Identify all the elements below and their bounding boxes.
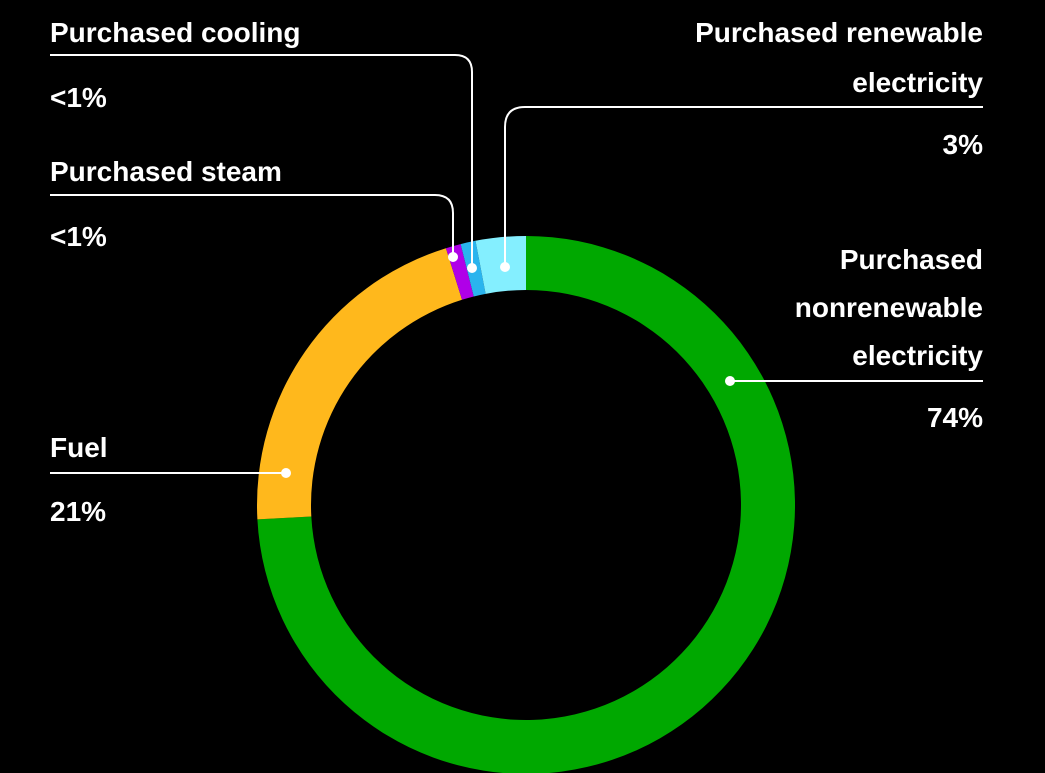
category-label: Fuel	[50, 432, 108, 463]
category-label: Purchased cooling	[50, 17, 301, 48]
donut-segment	[257, 248, 463, 520]
leader-dot	[467, 263, 477, 273]
leader-line	[504, 106, 983, 267]
value-label: <1%	[50, 221, 107, 252]
leader-line	[50, 194, 454, 257]
leader-dot	[281, 468, 291, 478]
value-label: 74%	[926, 402, 983, 433]
value-label: 21%	[50, 496, 107, 527]
leader-dot	[448, 252, 458, 262]
leader-dot	[500, 262, 510, 272]
category-label: Purchased steam	[50, 156, 282, 187]
category-label: Purchased nonrenewable electricity	[794, 244, 983, 371]
value-label: 3%	[942, 129, 983, 160]
value-label: <1%	[50, 82, 107, 113]
category-label: Purchased renewable electricity	[695, 17, 983, 98]
leader-line	[50, 54, 473, 268]
leader-dot	[725, 376, 735, 386]
